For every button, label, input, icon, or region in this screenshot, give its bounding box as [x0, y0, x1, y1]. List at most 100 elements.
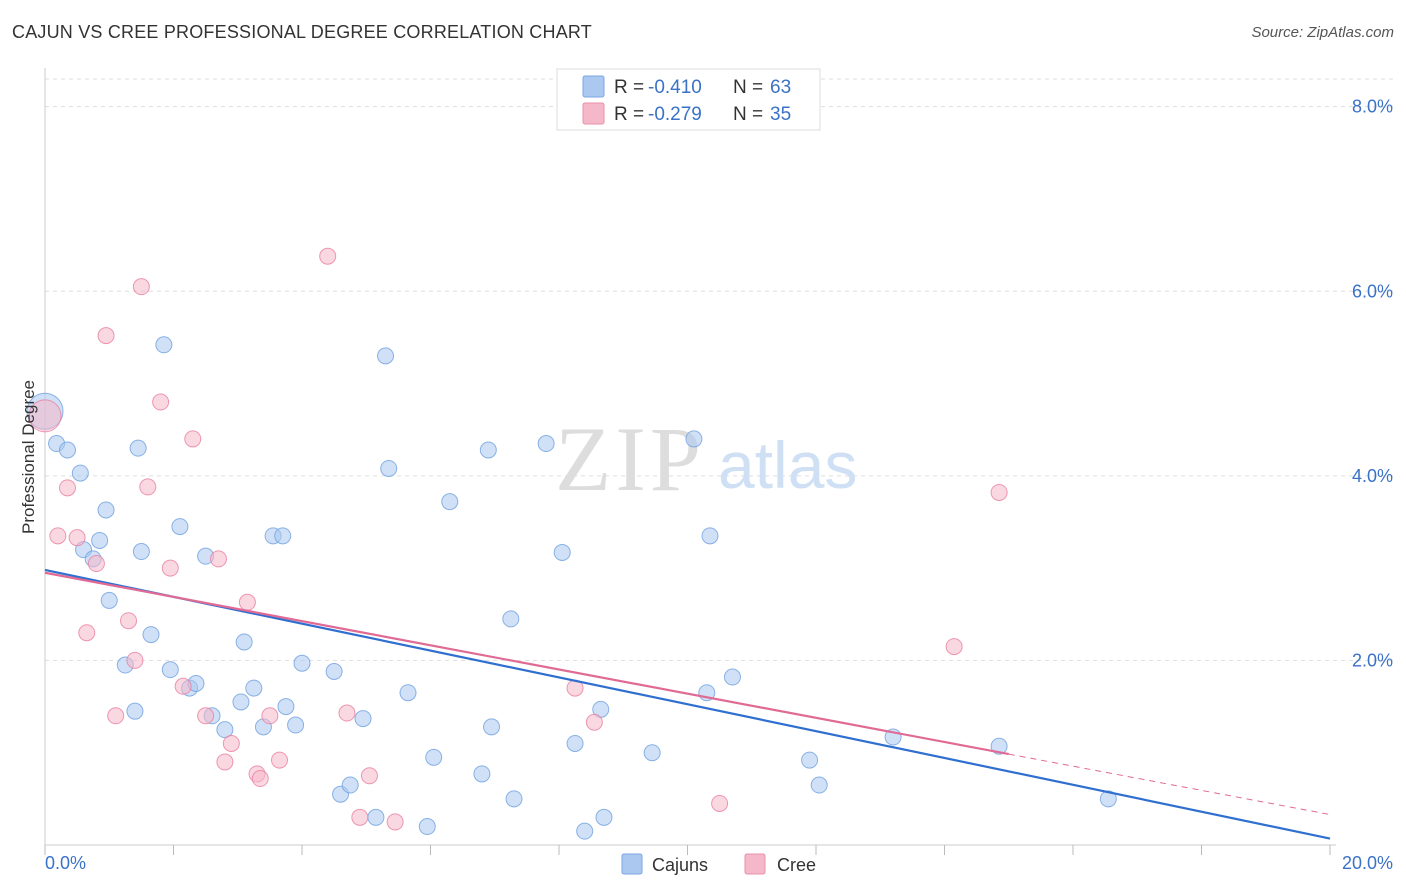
data-point — [155, 336, 173, 354]
data-point — [479, 441, 497, 459]
y-tick-label: 8.0% — [1352, 97, 1393, 117]
legend-n-value: 63 — [770, 77, 791, 98]
data-point — [232, 693, 250, 711]
data-point — [1099, 790, 1117, 808]
data-point — [990, 737, 1008, 755]
y-tick-label: 2.0% — [1352, 650, 1393, 670]
data-point — [505, 790, 523, 808]
data-point — [287, 716, 305, 734]
data-point — [238, 593, 256, 611]
data-point — [71, 464, 89, 482]
legend-r-value: -0.279 — [648, 104, 702, 125]
watermark-atlas: atlas — [718, 428, 857, 502]
data-point — [277, 698, 295, 716]
legend: R = -0.410 N = 63 R = -0.279 N = 35 — [556, 68, 821, 131]
data-point — [271, 751, 289, 769]
data-point — [97, 501, 115, 519]
data-point — [129, 439, 147, 457]
data-point — [990, 483, 1008, 501]
y-tick-label: 6.0% — [1352, 281, 1393, 301]
data-point — [235, 633, 253, 651]
data-point — [473, 765, 491, 783]
data-point — [595, 808, 613, 826]
data-point — [576, 822, 594, 840]
watermark: ZIP atlas — [555, 408, 857, 510]
data-point — [161, 661, 179, 679]
data-point — [354, 710, 372, 728]
data-point — [338, 704, 356, 722]
data-point — [126, 702, 144, 720]
data-point — [126, 651, 144, 669]
legend-swatch-cajuns — [582, 75, 605, 98]
x-tick-label-min: 0.0% — [45, 853, 86, 873]
data-point — [100, 591, 118, 609]
data-point — [49, 527, 67, 545]
data-point — [377, 347, 395, 365]
data-point — [325, 662, 343, 680]
data-point — [351, 808, 369, 826]
data-point — [28, 399, 62, 433]
source-label: Source: ZipAtlas.com — [1251, 24, 1394, 41]
data-point — [643, 744, 661, 762]
legend-row-cree: R = -0.279 N = 35 — [582, 102, 791, 125]
data-point — [425, 748, 443, 766]
data-point — [197, 707, 215, 725]
data-point — [245, 679, 263, 697]
data-point — [132, 278, 150, 296]
data-point — [945, 638, 963, 656]
data-point — [216, 753, 234, 771]
data-point — [132, 543, 150, 561]
data-point — [386, 813, 404, 831]
data-point — [184, 430, 202, 448]
data-point — [107, 707, 125, 725]
data-point — [380, 459, 398, 477]
trend-line-cree — [44, 571, 1009, 756]
data-point — [171, 518, 189, 536]
legend-n-value: 35 — [770, 104, 791, 125]
data-point — [209, 550, 227, 568]
data-point — [537, 435, 555, 453]
data-point — [68, 529, 86, 547]
x-tick-label-max: 20.0% — [1342, 853, 1393, 873]
data-point — [585, 713, 603, 731]
legend-swatch-cree — [582, 102, 605, 125]
bottom-legend-swatch-cajuns — [621, 853, 643, 875]
data-point — [441, 493, 459, 511]
data-point — [723, 668, 741, 686]
legend-n-label: N = — [733, 77, 763, 98]
data-point — [251, 770, 269, 788]
data-point — [152, 393, 170, 411]
data-point — [274, 527, 292, 545]
bottom-legend-label-cree: Cree — [777, 855, 816, 875]
data-point — [810, 776, 828, 794]
bottom-legend: Cajuns Cree — [621, 853, 816, 875]
data-point — [120, 612, 138, 630]
x-axis-ticks — [44, 845, 1331, 855]
legend-r-label: R = — [614, 104, 644, 125]
data-point — [319, 247, 337, 265]
data-point — [701, 527, 719, 545]
data-point — [139, 478, 157, 496]
data-point — [360, 767, 378, 785]
data-point — [261, 707, 279, 725]
data-points — [26, 247, 1117, 840]
data-point — [91, 531, 109, 549]
legend-n-label: N = — [733, 104, 763, 125]
data-point — [293, 654, 311, 672]
data-point — [399, 684, 417, 702]
data-point — [483, 718, 501, 736]
data-point — [367, 808, 385, 826]
trend-lines — [44, 568, 1331, 840]
data-point — [341, 776, 359, 794]
y-axis-tick-labels: 2.0% 4.0% 6.0% 8.0% — [1352, 97, 1393, 671]
data-point — [418, 818, 436, 836]
data-point — [58, 441, 76, 459]
bottom-legend-label-cajuns: Cajuns — [652, 855, 708, 875]
trend-line-cajuns — [44, 568, 1331, 840]
bottom-legend-swatch-cree — [744, 853, 766, 875]
data-point — [222, 734, 240, 752]
legend-r-value: -0.410 — [648, 77, 702, 98]
watermark-zip: ZIP — [555, 408, 705, 510]
y-axis-label: Professional Degree — [19, 380, 38, 534]
